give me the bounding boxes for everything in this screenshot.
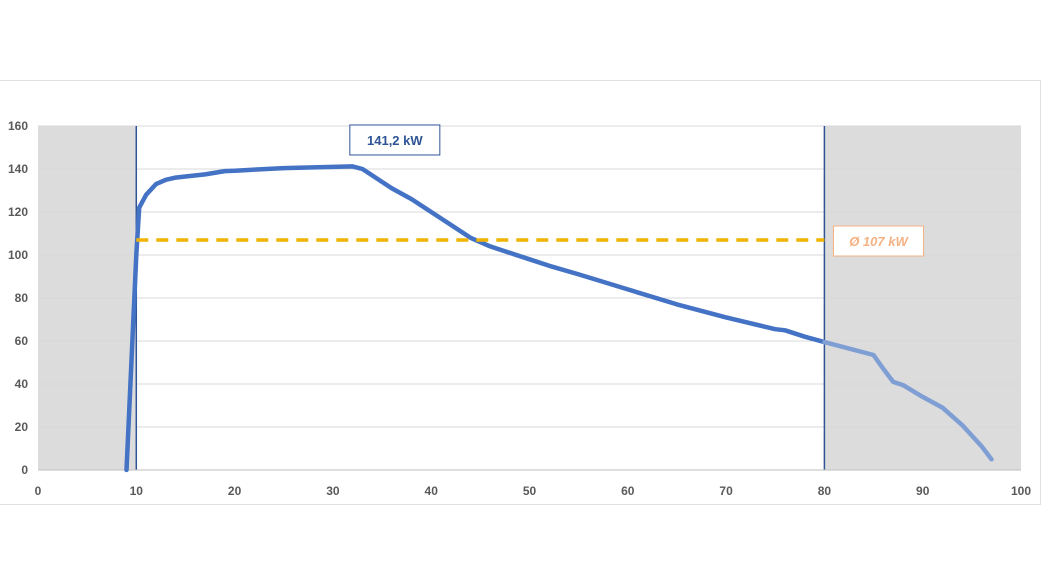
series-line-1: [822, 339, 994, 462]
tick-labels: 0 20 40 60 80 100 120 140 160 0 10 20 30 40 50 60 70 80 90…: [8, 119, 1031, 498]
y-tick-label-160: 160: [8, 119, 28, 133]
max-label: 141,2 kW: [367, 133, 423, 148]
x-tick-label-60: 60: [621, 484, 635, 498]
gridlines: [38, 125, 1021, 428]
x-tick-label-90: 90: [916, 484, 930, 498]
max-label-box: 141,2 kW: [349, 124, 441, 156]
annotations: 141,2 kW Ø 107 kW: [349, 124, 924, 257]
y-tick-label-80: 80: [15, 291, 29, 305]
x-tick-label-70: 70: [719, 484, 733, 498]
series-lines: [124, 164, 994, 473]
x-tick-label-80: 80: [818, 484, 832, 498]
x-tick-label-0: 0: [35, 484, 42, 498]
avg-label-frame: [832, 225, 924, 257]
x-tick-label-50: 50: [523, 484, 537, 498]
x-tick-label-30: 30: [326, 484, 340, 498]
y-tick-label-60: 60: [15, 334, 29, 348]
x-tick-label-40: 40: [425, 484, 439, 498]
y-tick-label-0: 0: [21, 463, 28, 477]
series-line-0: [124, 164, 827, 473]
x-tick-label-10: 10: [130, 484, 144, 498]
x-tick-label-20: 20: [228, 484, 242, 498]
y-tick-label-140: 140: [8, 162, 28, 176]
y-tick-label-120: 120: [8, 205, 28, 219]
avg-label: Ø 107 kW: [849, 234, 909, 249]
avg-label-box: Ø 107 kW: [832, 225, 924, 257]
y-tick-label-100: 100: [8, 248, 28, 262]
y-tick-label-40: 40: [15, 377, 29, 391]
y-tick-label-20: 20: [15, 420, 29, 434]
x-tick-label-100: 100: [1011, 484, 1031, 498]
max-label-frame: [349, 124, 441, 156]
